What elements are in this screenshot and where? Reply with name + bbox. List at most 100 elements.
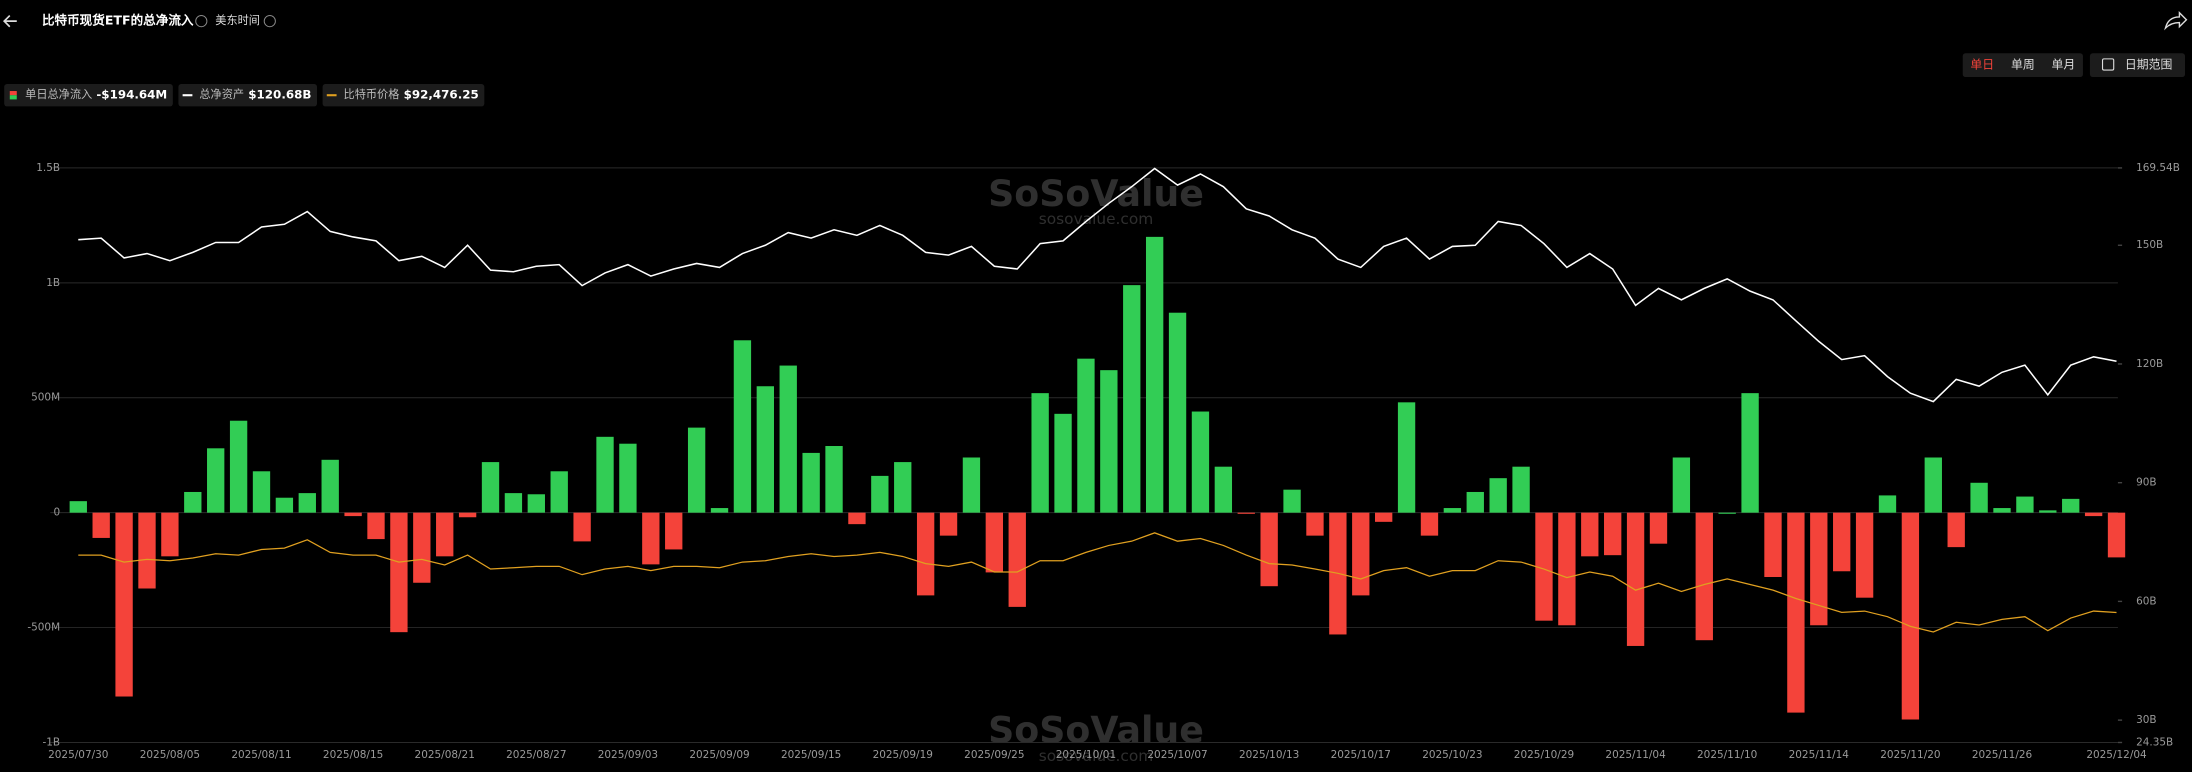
bar[interactable] <box>504 493 523 513</box>
bar[interactable] <box>642 512 660 565</box>
bar[interactable] <box>1191 411 1210 513</box>
bar[interactable] <box>848 512 866 525</box>
bar[interactable] <box>1855 512 1874 598</box>
bar[interactable] <box>1054 413 1072 513</box>
bar[interactable] <box>1168 312 1187 513</box>
bar[interactable] <box>69 501 87 513</box>
bar[interactable] <box>2039 510 2057 513</box>
bar[interactable] <box>413 512 431 583</box>
bar[interactable] <box>1718 512 1736 514</box>
bar[interactable] <box>916 512 935 596</box>
bar[interactable] <box>161 512 179 557</box>
period-button[interactable]: 单周 <box>2011 58 2035 72</box>
legend-item[interactable] <box>178 84 317 107</box>
bar[interactable] <box>1397 402 1416 513</box>
bar[interactable] <box>939 512 958 536</box>
bar[interactable] <box>1145 236 1164 513</box>
bar[interactable] <box>1512 466 1530 513</box>
bar[interactable] <box>2107 512 2126 558</box>
bar[interactable] <box>962 457 981 513</box>
bar[interactable] <box>1924 457 1942 513</box>
bar[interactable] <box>1077 358 1095 513</box>
bar[interactable] <box>1970 482 1988 513</box>
calendar-icon <box>2101 58 2115 71</box>
bar[interactable] <box>1764 512 1782 578</box>
period-button[interactable]: 单日 <box>1970 58 1994 72</box>
bar[interactable] <box>1878 495 1897 513</box>
bar[interactable] <box>1833 512 1851 572</box>
bar[interactable] <box>1604 512 1622 556</box>
bar[interactable] <box>275 497 294 513</box>
info-icon[interactable] <box>263 15 276 28</box>
bar[interactable] <box>802 452 820 513</box>
bar[interactable] <box>619 443 637 513</box>
bar[interactable] <box>321 459 339 513</box>
bar[interactable] <box>1031 393 1049 513</box>
bar[interactable] <box>1352 512 1370 596</box>
bar[interactable] <box>1649 512 1668 544</box>
bar[interactable] <box>2016 496 2034 513</box>
bar[interactable] <box>1947 512 1965 548</box>
bar[interactable] <box>779 365 797 513</box>
back-button[interactable] <box>3 14 17 28</box>
bar[interactable] <box>2062 498 2080 513</box>
bar[interactable] <box>1374 512 1393 522</box>
bar[interactable] <box>1100 370 1118 513</box>
bar[interactable] <box>115 512 133 697</box>
bar[interactable] <box>344 512 362 517</box>
bar[interactable] <box>527 494 545 513</box>
bar[interactable] <box>1489 478 1507 513</box>
bar[interactable] <box>710 508 729 513</box>
bar[interactable] <box>1420 512 1439 536</box>
share-button[interactable] <box>2164 11 2188 31</box>
bar[interactable] <box>733 340 752 513</box>
bar[interactable] <box>687 427 706 513</box>
bar[interactable] <box>871 475 889 513</box>
bar[interactable] <box>481 462 500 513</box>
bar[interactable] <box>184 491 202 513</box>
bar[interactable] <box>1306 512 1324 536</box>
bar[interactable] <box>1466 491 1484 513</box>
bar[interactable] <box>1535 512 1553 621</box>
bar[interactable] <box>1626 512 1645 646</box>
bar[interactable] <box>138 512 156 589</box>
bar[interactable] <box>1443 508 1462 513</box>
bar[interactable] <box>458 512 477 518</box>
bar[interactable] <box>1123 285 1141 513</box>
bar[interactable] <box>756 386 774 513</box>
bar[interactable] <box>1741 393 1759 513</box>
bar[interactable] <box>894 462 912 513</box>
bar[interactable] <box>367 512 385 540</box>
bar[interactable] <box>436 512 454 557</box>
bar[interactable] <box>92 512 110 538</box>
bar[interactable] <box>550 471 568 513</box>
bar[interactable] <box>1810 512 1828 626</box>
bar[interactable] <box>1581 512 1599 557</box>
bar[interactable] <box>665 512 683 550</box>
legend-item[interactable] <box>322 84 485 107</box>
bar[interactable] <box>1993 508 2011 513</box>
bar[interactable] <box>1260 512 1278 587</box>
bar[interactable] <box>1283 489 1301 513</box>
bar[interactable] <box>1237 512 1255 514</box>
bar[interactable] <box>825 446 843 513</box>
bar[interactable] <box>985 512 1004 573</box>
bar[interactable] <box>207 448 225 513</box>
bar[interactable] <box>1901 512 1920 720</box>
bar[interactable] <box>1558 512 1576 626</box>
bar[interactable] <box>596 436 614 513</box>
bar[interactable] <box>390 512 408 633</box>
bar[interactable] <box>252 471 271 513</box>
bar[interactable] <box>1787 512 1805 713</box>
info-icon[interactable] <box>195 15 208 28</box>
bar[interactable] <box>1672 457 1691 513</box>
bar[interactable] <box>573 512 591 542</box>
bar[interactable] <box>298 493 316 513</box>
bar[interactable] <box>1214 466 1233 513</box>
bar[interactable] <box>2084 512 2103 517</box>
bar[interactable] <box>229 420 248 513</box>
period-button[interactable]: 单月 <box>2052 58 2076 72</box>
bar[interactable] <box>1008 512 1026 607</box>
bar[interactable] <box>1695 512 1713 641</box>
legend-item[interactable] <box>4 84 173 107</box>
